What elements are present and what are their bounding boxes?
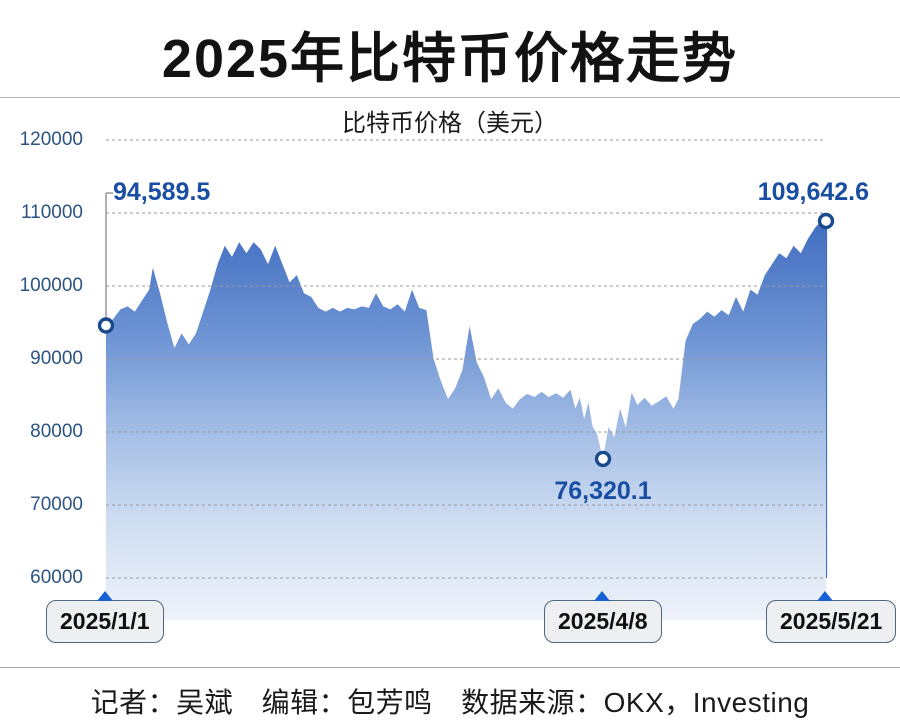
svg-text:76,320.1: 76,320.1 xyxy=(554,477,651,505)
svg-text:109,642.6: 109,642.6 xyxy=(758,178,869,206)
svg-text:94,589.5: 94,589.5 xyxy=(113,178,210,206)
